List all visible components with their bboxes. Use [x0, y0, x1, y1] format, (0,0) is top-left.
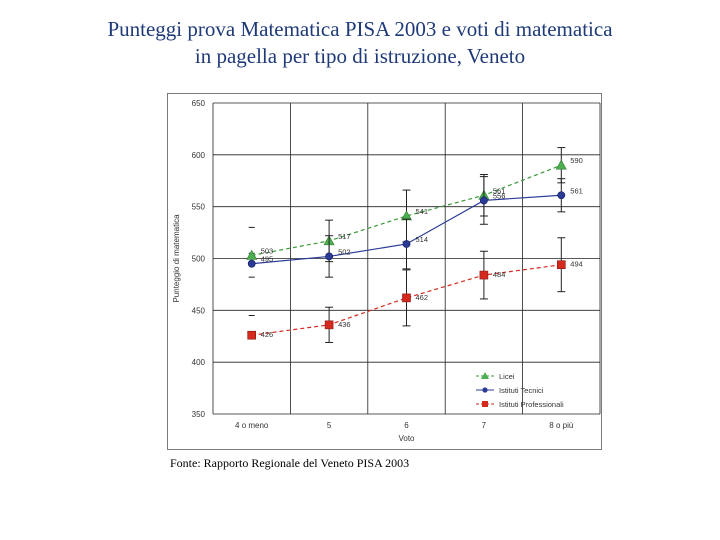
data-point-professionali: [247, 330, 256, 340]
chart-frame: 350 400 450 500 550 600 650 4 o meno 5 6 7 8 o più V…: [167, 93, 602, 450]
title-line-1: Punteggi prova Matematica PISA 2003 e vo…: [107, 17, 613, 41]
data-point-licei: [555, 159, 567, 170]
y-tick-label: 500: [192, 255, 206, 264]
data-label: 503: [261, 246, 274, 255]
data-point-professionali: [402, 293, 411, 303]
y-tick-label: 550: [192, 203, 206, 212]
x-tick-label: 5: [327, 421, 332, 430]
data-label: 541: [416, 207, 429, 216]
data-point-professionali: [479, 270, 489, 280]
data-point-professionali: [324, 320, 334, 330]
legend-marker-licei: [481, 372, 489, 379]
title-line-2: in pagella per tipo di istruzione, Venet…: [194, 44, 526, 68]
legend-label: Licei: [499, 372, 515, 381]
data-label: 484: [493, 270, 506, 279]
x-tick-label: 8 o più: [549, 421, 573, 430]
data-point-tecnici: [325, 252, 333, 261]
legend-label: Istituti Tecnici: [499, 386, 544, 395]
data-label: 495: [261, 255, 274, 264]
data-label: 514: [416, 235, 429, 244]
data-point-tecnici: [402, 240, 411, 248]
x-axis-label: Voto: [398, 434, 415, 443]
data-point-tecnici: [557, 191, 566, 200]
data-label: 590: [570, 156, 583, 165]
legend-marker-professionali: [482, 401, 488, 407]
data-point-tecnici: [247, 259, 256, 268]
series-line-0: [251, 164, 562, 256]
y-tick-label: 450: [192, 306, 206, 315]
x-tick-label: 6: [404, 421, 409, 430]
data-point-licei: [246, 249, 258, 260]
chart-title: Punteggi prova Matematica PISA 2003 e vo…: [0, 16, 720, 70]
data-label: 462: [416, 293, 429, 302]
data-point-tecnici: [479, 196, 488, 205]
data-label: 517: [338, 232, 351, 241]
series-line-2: [251, 264, 562, 336]
data-label: 502: [338, 247, 351, 256]
y-tick-label: 400: [192, 358, 206, 367]
legend-label: Istituti Professionali: [499, 400, 564, 409]
data-label: 426: [261, 330, 274, 339]
data-label: 494: [570, 260, 583, 269]
x-tick-label: 7: [482, 421, 487, 430]
line-chart: 350 400 450 500 550 600 650 4 o meno 5 6 7 8 o più V…: [172, 99, 601, 443]
y-tick-label: 600: [192, 151, 206, 160]
data-label: 561: [570, 186, 583, 195]
y-tick-label: 650: [192, 99, 206, 108]
x-tick-label: 4 o meno: [235, 421, 269, 430]
y-axis-label: Punteggio di matematica: [172, 214, 181, 303]
y-tick-label: 350: [192, 410, 206, 419]
legend-marker-tecnici: [482, 387, 488, 393]
data-label: 556: [493, 191, 506, 200]
data-label: 436: [338, 320, 351, 329]
data-point-professionali: [556, 260, 566, 270]
source-note: Fonte: Rapporto Regionale del Veneto PIS…: [170, 456, 410, 470]
data-label: 561: [493, 186, 506, 195]
